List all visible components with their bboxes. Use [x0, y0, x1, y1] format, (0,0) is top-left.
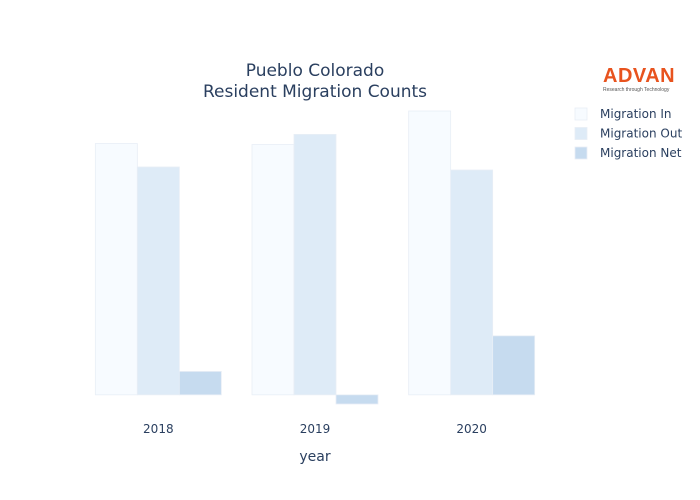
- bars-group: [94, 110, 536, 405]
- legend-label-migration-net[interactable]: Migration Net: [600, 146, 682, 160]
- legend-swatch-migration-net[interactable]: [574, 146, 588, 160]
- chart-title-line1: Pueblo Colorado: [246, 61, 385, 81]
- bar-migration-out-2019[interactable]: [293, 134, 337, 396]
- bar-migration-net-2018[interactable]: [178, 371, 222, 396]
- legend-swatch-migration-in[interactable]: [574, 107, 588, 121]
- x-tick-label-2020: 2020: [456, 422, 487, 436]
- advan-logo: ADVAN: [603, 65, 676, 87]
- bar-migration-in-2019[interactable]: [251, 144, 295, 396]
- bar-migration-net-2020[interactable]: [492, 335, 536, 396]
- bar-migration-out-2018[interactable]: [136, 166, 180, 396]
- x-axis-ticks: 2018 2019 2020: [143, 422, 487, 436]
- advan-logo-tagline: Research through Technology: [603, 87, 670, 93]
- chart-title-line2: Resident Migration Counts: [203, 82, 427, 102]
- bar-migration-net-2019[interactable]: [335, 394, 379, 405]
- bar-migration-out-2020[interactable]: [450, 169, 494, 396]
- legend-label-migration-out[interactable]: Migration Out: [600, 127, 682, 141]
- legend[interactable]: Migration In Migration Out Migration Net: [574, 107, 682, 160]
- x-axis-title: year: [299, 449, 330, 465]
- bar-migration-in-2018[interactable]: [94, 143, 138, 396]
- x-tick-label-2019: 2019: [300, 422, 331, 436]
- legend-label-migration-in[interactable]: Migration In: [600, 107, 672, 121]
- bar-migration-in-2020[interactable]: [408, 110, 452, 396]
- legend-swatch-migration-out[interactable]: [574, 127, 588, 140]
- x-tick-label-2018: 2018: [143, 422, 174, 436]
